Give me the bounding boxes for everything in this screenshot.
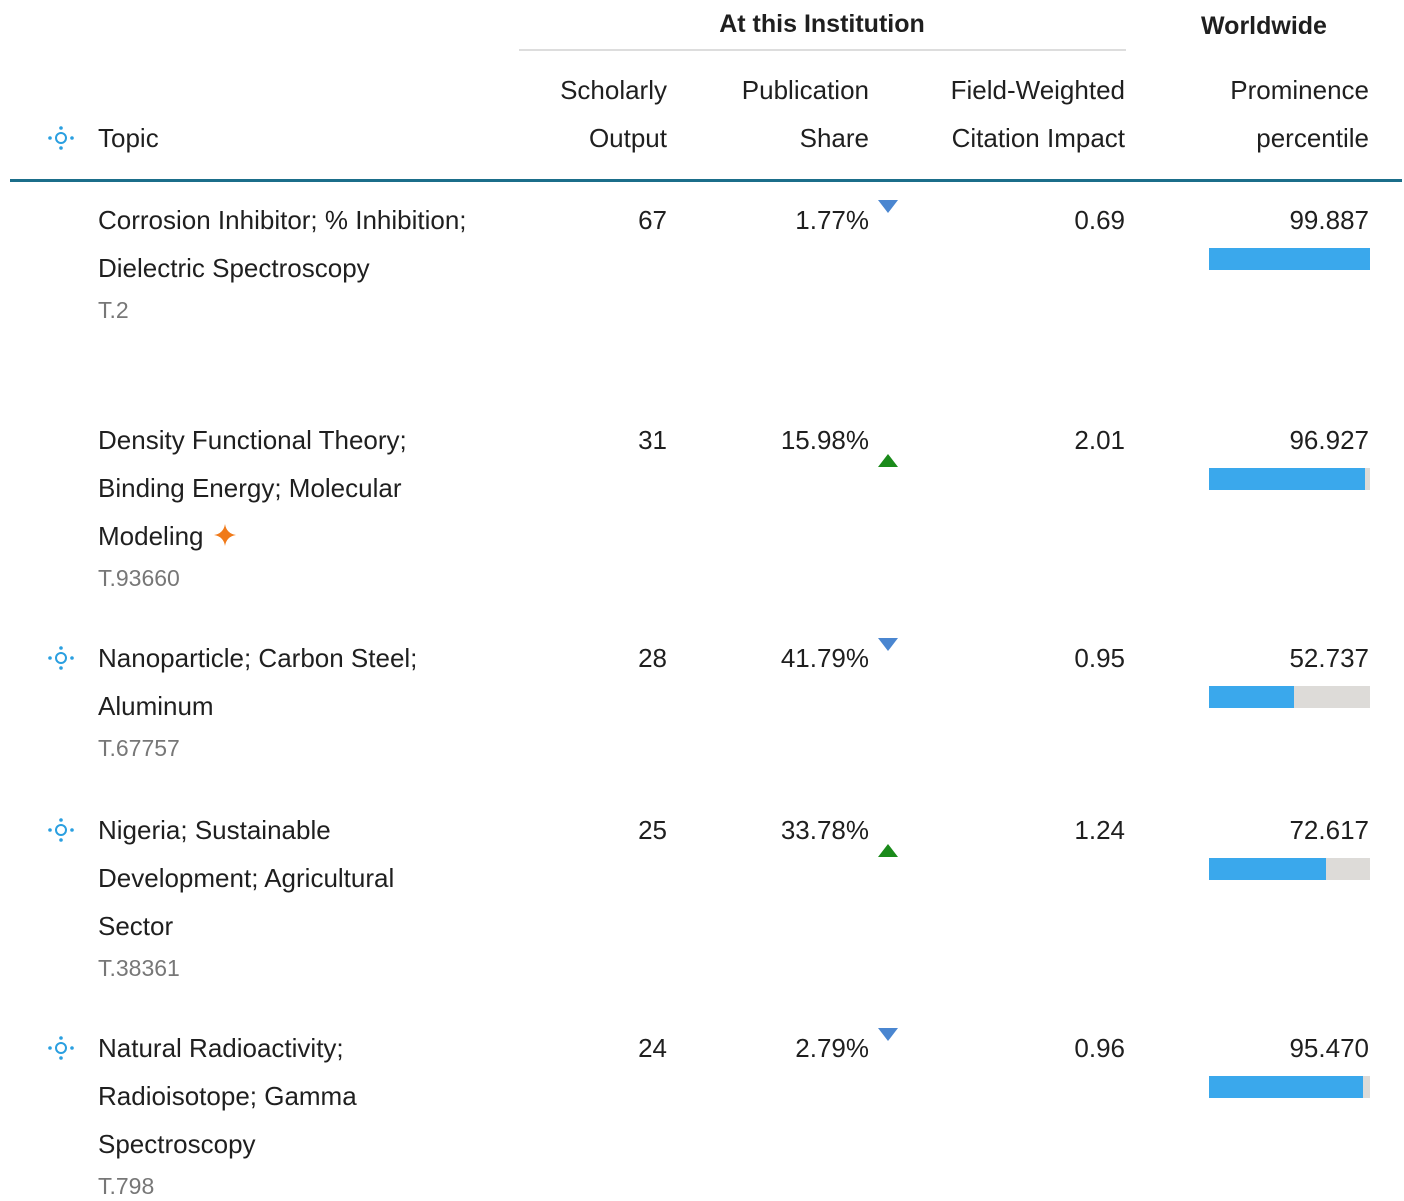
percentile-bar bbox=[1209, 686, 1294, 708]
header-line: percentile bbox=[1256, 123, 1369, 153]
percentile-bar bbox=[1209, 468, 1366, 490]
topic-icon bbox=[48, 126, 74, 150]
percentile: 96.927 bbox=[1289, 425, 1369, 455]
topic-name: Nanoparticle; Carbon Steel; Aluminum bbox=[98, 634, 476, 730]
header-line: Citation Impact bbox=[951, 123, 1125, 153]
scholarly-output: 31 bbox=[638, 425, 667, 455]
column-header[interactable]: Prominence percentile bbox=[1230, 66, 1369, 162]
topic-id: T.798 bbox=[98, 1173, 155, 1199]
percentile: 95.470 bbox=[1289, 1033, 1369, 1063]
column-header[interactable]: Publication Share bbox=[742, 66, 869, 162]
fwci: 0.96 bbox=[1074, 1033, 1125, 1063]
percentile-track bbox=[1209, 248, 1370, 270]
percentile-track bbox=[1209, 468, 1370, 490]
fwci: 0.69 bbox=[1074, 205, 1125, 235]
topic-id: T.38361 bbox=[98, 955, 180, 981]
topic-text[interactable]: Natural Radioactivity; Radioisotope; Gam… bbox=[98, 1033, 357, 1159]
topic-id: T.2 bbox=[98, 297, 129, 323]
topic-text[interactable]: Nanoparticle; Carbon Steel; Aluminum bbox=[98, 643, 418, 721]
fwci: 1.24 bbox=[1074, 815, 1125, 845]
scholarly-output: 25 bbox=[638, 815, 667, 845]
header-line: Publication bbox=[741, 75, 869, 105]
topic-icon bbox=[48, 646, 74, 670]
percentile-track bbox=[1209, 1076, 1370, 1098]
topic-name: Natural Radioactivity; Radioisotope; Gam… bbox=[98, 1024, 476, 1168]
group-header: Worldwide bbox=[1201, 12, 1327, 40]
topic-name: Corrosion Inhibitor; % Inhibition; Diele… bbox=[98, 196, 476, 292]
emerging-icon bbox=[213, 524, 236, 546]
percentile-track bbox=[1209, 686, 1370, 708]
column-header[interactable]: Scholarly Output bbox=[560, 66, 667, 162]
header-line: Prominence bbox=[1230, 75, 1369, 105]
fwci: 2.01 bbox=[1074, 425, 1125, 455]
topic-name: Density Functional Theory; Binding Energ… bbox=[98, 416, 476, 560]
percentile: 99.887 bbox=[1289, 205, 1369, 235]
group-header: At this Institution bbox=[719, 10, 925, 38]
percentile-bar bbox=[1209, 248, 1370, 270]
publication-share: 41.79% bbox=[780, 643, 869, 673]
topic-id: T.93660 bbox=[98, 565, 180, 591]
header-rule bbox=[10, 179, 1402, 182]
scholarly-output: 67 bbox=[638, 205, 667, 235]
topic-icon bbox=[48, 1036, 74, 1060]
header-line: Output bbox=[588, 123, 667, 153]
scholarly-output: 28 bbox=[638, 643, 667, 673]
publication-share: 33.78% bbox=[780, 815, 869, 845]
fwci: 0.95 bbox=[1074, 643, 1125, 673]
publication-share: 15.98% bbox=[780, 425, 869, 455]
topic-text[interactable]: Density Functional Theory; Binding Energ… bbox=[98, 425, 407, 551]
trend-down bbox=[878, 1028, 898, 1041]
trend-up bbox=[878, 454, 898, 467]
header-line: Share bbox=[799, 123, 869, 153]
header-line: Scholarly bbox=[560, 75, 667, 105]
publication-share: 2.79% bbox=[795, 1033, 869, 1063]
percentile: 72.617 bbox=[1289, 815, 1369, 845]
percentile-track bbox=[1209, 858, 1370, 880]
scholarly-output: 24 bbox=[638, 1033, 667, 1063]
group-rule bbox=[519, 49, 1126, 51]
topic-text[interactable]: Corrosion Inhibitor; % Inhibition; Diele… bbox=[98, 205, 467, 283]
column-header[interactable]: Topic bbox=[98, 123, 159, 153]
trend-up bbox=[878, 844, 898, 857]
percentile: 52.737 bbox=[1289, 643, 1369, 673]
header-line: Field-Weighted bbox=[950, 75, 1125, 105]
percentile-bar bbox=[1209, 1076, 1363, 1098]
topic-icon bbox=[48, 818, 74, 842]
publication-share: 1.77% bbox=[795, 205, 869, 235]
trend-down bbox=[878, 638, 898, 651]
topic-name: Nigeria; Sustainable Development; Agricu… bbox=[98, 806, 476, 950]
column-header[interactable]: Field-Weighted Citation Impact bbox=[951, 66, 1125, 162]
topic-text[interactable]: Nigeria; Sustainable Development; Agricu… bbox=[98, 815, 395, 941]
topic-id: T.67757 bbox=[98, 735, 180, 761]
trend-down bbox=[878, 200, 898, 213]
percentile-bar bbox=[1209, 858, 1326, 880]
